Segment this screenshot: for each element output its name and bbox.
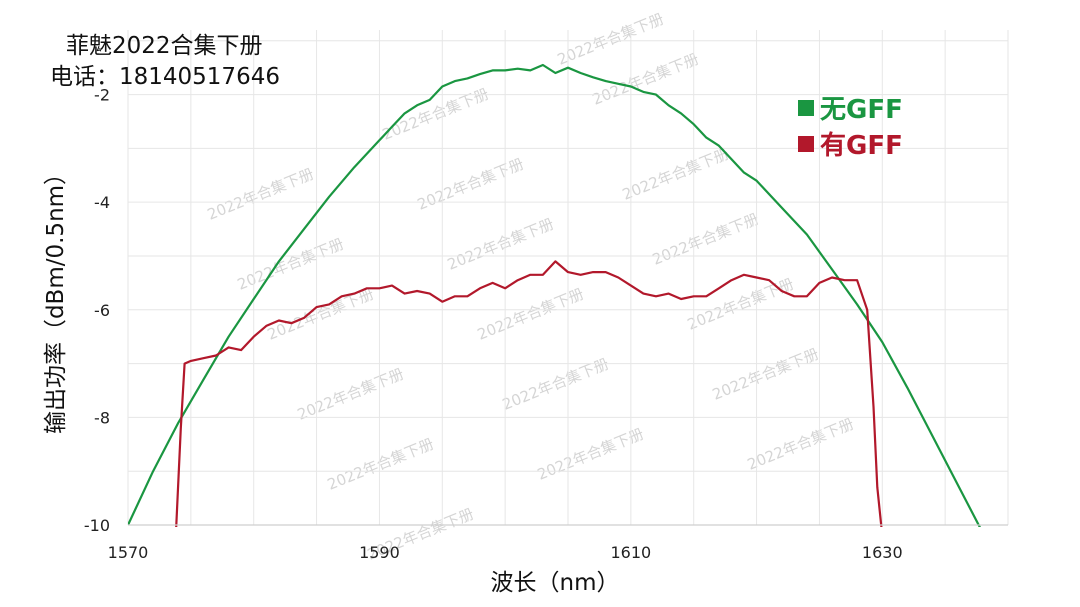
watermark-text: 2022年合集下册 — [205, 165, 317, 224]
header-phone: 电话：18140517646 — [50, 64, 280, 90]
y-tick-label: -4 — [94, 193, 110, 212]
series-line-no-gff — [128, 63, 981, 527]
series-line-with-gff — [175, 260, 883, 527]
watermark-text: 2022年合集下册 — [415, 155, 527, 214]
y-tick-label: -10 — [84, 516, 110, 535]
header-title: 菲魅2022合集下册 — [66, 33, 263, 59]
legend-swatch — [798, 100, 814, 116]
x-tick-label: 1630 — [862, 543, 903, 562]
watermark-text: 2022年合集下册 — [295, 365, 407, 424]
watermark-text: 2022年合集下册 — [650, 210, 762, 269]
watermark-text: 2022年合集下册 — [535, 425, 647, 484]
legend: 无GFF 有GFF — [798, 95, 903, 161]
x-axis-title: 波长（nm） — [491, 570, 620, 596]
watermark-text: 2022年合集下册 — [685, 275, 797, 334]
watermark-text: 2022年合集下册 — [265, 285, 377, 344]
legend-swatch — [798, 136, 814, 152]
y-tick-label: -2 — [94, 86, 110, 105]
legend-label: 有GFF — [820, 131, 903, 161]
watermark-text: 2022年合集下册 — [325, 435, 437, 494]
x-tick-label: 1570 — [108, 543, 149, 562]
x-tick-label: 1590 — [359, 543, 400, 562]
watermark-text: 2022年合集下册 — [710, 345, 822, 404]
y-tick-label: -6 — [94, 301, 110, 320]
legend-label: 无GFF — [820, 95, 903, 125]
watermark-text: 2022年合集下册 — [475, 285, 587, 344]
y-tick-label: -8 — [94, 408, 110, 427]
watermark-text: 2022年合集下册 — [745, 415, 857, 474]
watermark-text: 2022年合集下册 — [445, 215, 557, 274]
watermark-text: 2022年合集下册 — [620, 145, 732, 204]
series-layer — [128, 63, 981, 527]
y-axis-title: 输出功率（dBm/0.5nm） — [43, 162, 69, 434]
watermark-text: 2022年合集下册 — [555, 10, 667, 69]
x-tick-label: 1610 — [610, 543, 651, 562]
axis-layer: 1570 1590 1610 1630 -2 -4 -6 -8 -10 — [84, 86, 1008, 562]
watermark-text: 2022年合集下册 — [235, 235, 347, 294]
watermark-text: 2022年合集下册 — [590, 50, 702, 109]
